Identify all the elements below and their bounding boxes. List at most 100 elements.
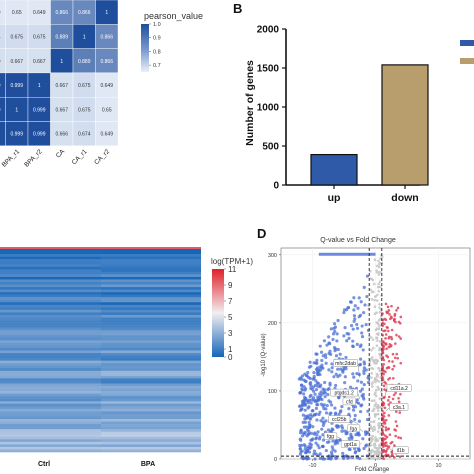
expr-cell-ctrl bbox=[0, 388, 101, 392]
volcano-point-down bbox=[300, 443, 304, 448]
volcano-point-down bbox=[315, 358, 319, 362]
volcano-point-ns bbox=[369, 420, 373, 424]
volcano-point-ns bbox=[378, 280, 382, 284]
corr-cell-value: 0.666 bbox=[55, 132, 68, 138]
volcano-point-ns bbox=[375, 372, 379, 376]
volcano-point-down bbox=[350, 455, 355, 460]
volcano-point-up bbox=[398, 411, 402, 414]
volcano-point-down bbox=[364, 432, 368, 437]
volcano-point-ns bbox=[373, 258, 377, 261]
volcano-gene-label: il1b bbox=[397, 448, 405, 454]
volcano-point-down bbox=[365, 294, 369, 299]
expr-cell-bpa bbox=[101, 294, 201, 298]
volcano-point-up bbox=[397, 396, 400, 400]
volcano-point-down bbox=[307, 420, 311, 424]
volcano-point-down bbox=[347, 406, 351, 411]
volcano-point-down bbox=[324, 411, 329, 415]
volcano-point-down bbox=[358, 456, 362, 461]
corr-cell-value: 1 bbox=[38, 83, 41, 89]
volcano-point-ns bbox=[369, 424, 372, 427]
volcano-point-down bbox=[335, 332, 339, 336]
volcano-point-up bbox=[381, 430, 384, 434]
volcano-point-down bbox=[341, 451, 345, 455]
volcano-point-ns bbox=[372, 360, 376, 364]
expr-cell-ctrl bbox=[0, 279, 101, 283]
bar-y-tick-label: 1500 bbox=[257, 64, 280, 75]
expr-cell-bpa bbox=[101, 421, 201, 425]
volcano-point-up bbox=[382, 362, 386, 366]
corr-cell-value: 0.866 bbox=[78, 10, 91, 16]
volcano-point-down bbox=[305, 374, 309, 378]
volcano-point-ns bbox=[370, 450, 373, 454]
bar-y-tick-label: 1000 bbox=[257, 103, 280, 114]
volcano-point-up bbox=[390, 344, 393, 347]
volcano-point-down bbox=[314, 367, 319, 371]
volcano-point-down bbox=[334, 424, 338, 428]
volcano-point-ns bbox=[374, 402, 378, 405]
volcano-point-ns bbox=[371, 385, 374, 388]
volcano-point-up bbox=[386, 447, 389, 451]
volcano-point-down bbox=[307, 405, 311, 409]
volcano-point-down bbox=[360, 324, 364, 328]
volcano-point-down bbox=[308, 394, 312, 399]
volcano-point-ns bbox=[375, 388, 378, 392]
volcano-point-down bbox=[308, 382, 312, 386]
volcano-point-down bbox=[335, 339, 339, 343]
volcano-point-up bbox=[395, 352, 399, 356]
expr-cell-bpa bbox=[101, 292, 201, 295]
volcano-point-down bbox=[333, 329, 337, 334]
expr-cell-ctrl bbox=[0, 449, 101, 453]
volcano-point-down bbox=[331, 332, 336, 336]
expr-cell-bpa bbox=[101, 380, 201, 384]
volcano-point-down bbox=[326, 392, 330, 397]
volcano-point-down bbox=[311, 377, 315, 381]
volcano-point-down bbox=[352, 314, 357, 318]
volcano-point-down bbox=[353, 451, 357, 455]
volcano-point-down bbox=[326, 428, 331, 432]
volcano-point-down bbox=[314, 437, 318, 441]
volcano-point-down bbox=[298, 408, 303, 412]
volcano-point-down bbox=[358, 409, 363, 414]
volcano-point-down bbox=[355, 371, 359, 376]
volcano-point-down bbox=[306, 449, 310, 453]
volcano-point-up bbox=[384, 426, 388, 429]
expr-cell-bpa bbox=[101, 350, 201, 354]
volcano-point-up bbox=[389, 315, 393, 319]
expr-cell-ctrl bbox=[0, 261, 101, 265]
bar-y-tick-label: 500 bbox=[262, 142, 279, 153]
volcano-point-down bbox=[339, 367, 343, 371]
expr-cell-ctrl bbox=[0, 337, 101, 341]
volcano-point-down bbox=[325, 403, 329, 408]
volcano-point-down bbox=[349, 432, 353, 436]
volcano-point-down bbox=[338, 438, 342, 442]
expr-cell-bpa bbox=[101, 411, 201, 415]
expr-cell-bpa bbox=[101, 330, 201, 334]
expr-cell-bpa bbox=[101, 393, 201, 397]
panel-c-expression-heatmap: Ctrl BPA log(TPM+1) 11 9 7 5 3 10 bbox=[0, 247, 253, 468]
volcano-point-down bbox=[324, 448, 328, 453]
volcano-gene-label: ccl25b bbox=[332, 417, 347, 423]
expr-cell-ctrl bbox=[0, 383, 101, 387]
expr-cell-ctrl bbox=[0, 299, 101, 303]
volcano-point-up bbox=[387, 427, 390, 430]
volcano-point-down bbox=[321, 416, 325, 420]
volcano-point-ns bbox=[370, 290, 374, 294]
volcano-point-ns bbox=[371, 429, 375, 433]
volcano-label-box bbox=[330, 388, 358, 397]
volcano-x-tick-label: 0 bbox=[374, 463, 377, 469]
corr-cell-value: 0.999 bbox=[33, 107, 46, 113]
volcano-point-up bbox=[395, 410, 398, 413]
volcano-point-ns bbox=[373, 393, 376, 396]
expr-cell-ctrl bbox=[0, 436, 101, 440]
expr-cell-ctrl bbox=[0, 294, 101, 298]
panel-b-bar-chart: B Number of genes 0 500 1000 1500 2000 up dow… bbox=[233, 1, 474, 204]
corr-cell-value: 0.667 bbox=[55, 107, 68, 113]
volcano-point-down bbox=[309, 401, 313, 405]
volcano-point-down bbox=[314, 387, 319, 392]
expr-cell-bpa bbox=[101, 256, 201, 260]
volcano-point-down bbox=[320, 363, 324, 367]
volcano-point-up bbox=[390, 337, 394, 341]
corr-cell-value: 0.866 bbox=[100, 59, 113, 65]
volcano-point-ns bbox=[373, 305, 377, 309]
volcano-point-down bbox=[308, 416, 312, 420]
